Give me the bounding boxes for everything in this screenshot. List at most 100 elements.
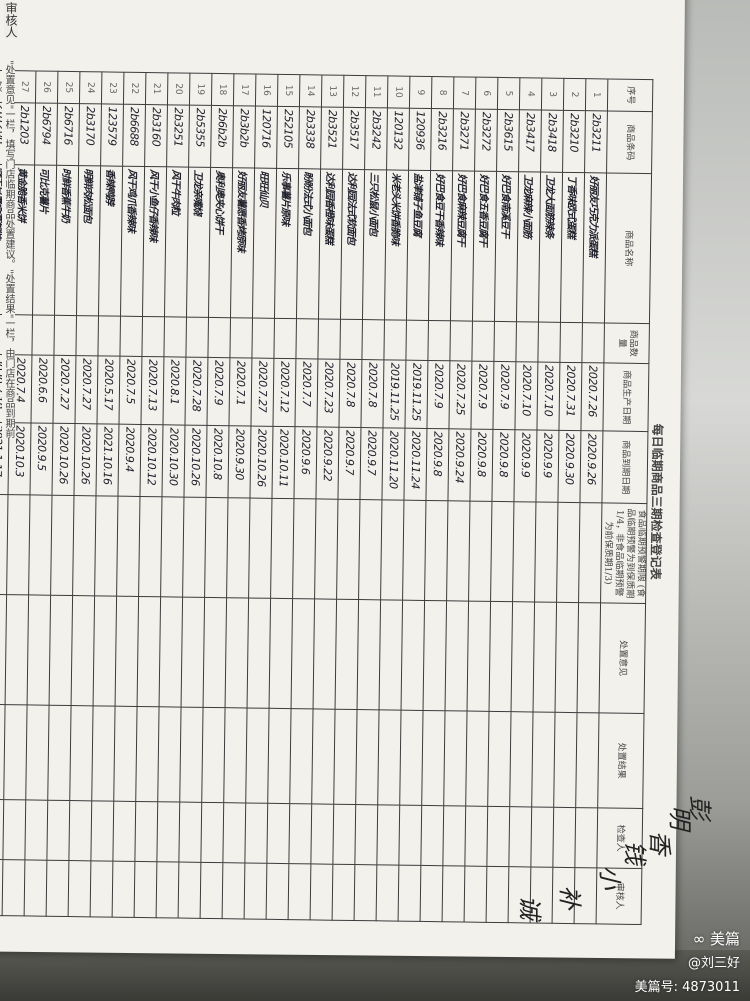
disposal-result-cell [311,708,336,805]
disposal-opinion-cell [115,596,139,707]
expiry-date-cell: 2020.9.6 [293,426,317,499]
product-name-cell: 风干牛肉粒 [164,166,189,318]
expiry-date-cell: 2020.9.30 [227,425,251,499]
product-name-cell: 丁香味欧式蛋糕 [560,172,585,323]
quantity-cell [493,321,517,362]
reviewer-cell [156,861,179,919]
inspector-cell [24,799,48,861]
row-number: 17 [233,73,256,107]
warning-period-cell [336,499,360,600]
inspector-cell [266,803,290,864]
warning-period-cell [292,498,316,599]
disposal-opinion-cell [511,601,535,712]
expiry-date-cell: 2020.10.26 [183,425,207,498]
warning-period-cell [270,498,294,599]
reviewer-cell [376,864,399,922]
expiry-date-cell: 2020.9.8 [425,428,449,501]
disposal-opinion-cell [49,595,73,706]
production-date-cell: 2020.7.8 [338,359,362,428]
disposal-result-cell [443,710,468,807]
warning-period-cell [6,494,31,595]
reviewer-cell [222,862,245,919]
production-date-cell: 2020.7.9 [206,357,230,426]
production-date-cell: 2020.7.9 [470,361,494,430]
production-date-cell: 2020.7.10 [514,361,538,431]
watermark-user: @刘三好 [687,956,740,971]
barcode-cell: 2b3418 [540,110,564,173]
reviewer-cell [24,859,47,917]
disposal-opinion-cell [335,599,359,710]
warning-period-cell [424,500,448,601]
disposal-result-cell [267,708,292,804]
reviewer-cell [310,863,333,921]
disposal-result-cell [91,705,116,802]
row-number: 11 [365,75,388,108]
row-number: 12 [343,75,366,108]
barcode-cell: 2b5355 [188,105,212,168]
reviewer-cell [244,862,267,920]
disposal-opinion-cell [533,601,557,713]
barcode-cell: 2b3517 [342,107,366,170]
barcode-cell: 2b3170 [78,103,102,166]
disposal-opinion-cell [467,601,491,712]
disposal-result-cell [47,705,72,801]
product-name-cell: 卫龙麻辣小面筋 [516,171,541,323]
product-name-cell: 达利园法式软面包 [340,169,365,320]
product-name-cell: 盼盼法式小面包 [296,168,321,319]
product-name-cell: 好丽友巧克力派蛋糕 [582,172,607,323]
handwritten-signature: 钱 [620,840,649,865]
expiry-date-cell: 2020.10.8 [205,425,229,498]
product-name-cell: 卫龙亲嘴烧 [186,167,211,318]
warning-period-cell [116,496,140,597]
inspector-cell [156,801,180,863]
production-date-cell: 2020.7.9 [426,360,450,429]
product-name-cell: 明鲜肉松面包 [76,165,101,316]
production-date-cell: 2020.7.26 [580,362,604,431]
row-number: 6 [475,77,498,110]
warning-period-cell [160,496,184,598]
quantity-cell [515,321,539,363]
row-number: 22 [123,72,146,105]
handwritten-signature: 小 [595,865,624,890]
barcode-cell: 120716 [254,106,278,169]
reviewer-cell [200,862,223,919]
disposal-opinion-cell [555,602,579,713]
barcode-cell: 120132 [386,107,410,171]
row-number: 9 [409,76,432,109]
product-name-cell: 可比克薯片 [32,164,57,316]
reviewer-cell [464,866,487,923]
quantity-cell [427,320,451,361]
product-name-cell: 奥利奥夹心饼干 [208,167,233,318]
product-name-cell: 米老头米饼香脆味 [384,169,409,321]
reviewer-cell [420,865,443,922]
row-number: 18 [211,73,234,106]
row-number: 10 [387,75,410,109]
inspector-cell [332,804,356,865]
row-number: 7 [453,76,476,110]
reviewer-cell [398,865,421,922]
quantity-cell [207,317,231,358]
disposal-opinion-cell [137,596,161,707]
product-name-cell: 达利园香橙味蛋糕 [318,168,343,320]
watermark-brand: ∞ 美篇 [693,928,740,949]
disposal-opinion-cell [71,595,95,706]
watermark-id: 美篇号: 4873011 [634,980,740,995]
handwritten-signature: 补 [555,885,584,910]
disposal-result-cell [157,706,182,803]
row-number: 20 [167,72,190,106]
disposal-result-cell [575,712,600,808]
inspector-cell [90,800,114,862]
quantity-cell [53,315,77,356]
quantity-cell [581,322,605,363]
production-date-cell: 2019.11.25 [382,359,406,429]
quantity-cell [361,319,385,360]
row-number: 27 [13,70,36,103]
disposal-opinion-cell [27,594,51,706]
quantity-cell [229,317,253,359]
production-date-cell: 2020.7.10 [536,362,560,431]
barcode-cell: 2b3417 [518,109,542,173]
barcode-cell: 2b3338 [298,106,322,169]
expiry-date-cell: 2020.9.30 [557,430,581,503]
barcode-cell: 2b3211 [584,110,608,173]
column-header: 商品数量 [603,322,650,364]
